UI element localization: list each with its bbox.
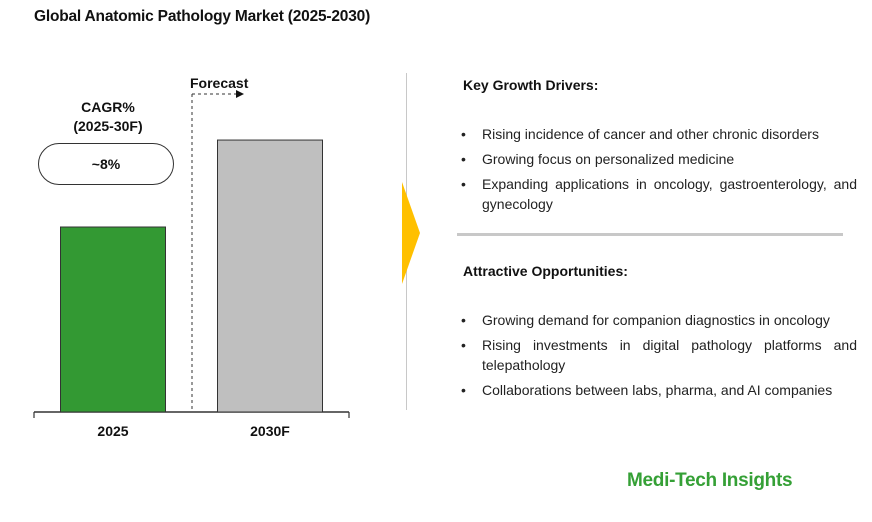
list-item: Growing focus on personalized medicine (461, 149, 857, 169)
cagr-label-line1: CAGR% (81, 99, 135, 115)
list-item: Collaborations between labs, pharma, and… (461, 380, 857, 400)
right-arrow-icon (402, 182, 420, 284)
cagr-value-badge: ~8% (38, 143, 174, 185)
forecast-arrowhead (236, 90, 244, 98)
list-item: Rising investments in digital pathology … (461, 335, 857, 375)
key-growth-drivers-list: Rising incidence of cancer and other chr… (461, 124, 857, 219)
market-bar-chart: 2025 2030F (33, 90, 350, 439)
key-growth-drivers-heading: Key Growth Drivers: (463, 77, 599, 93)
list-item: Growing demand for companion diagnostics… (461, 310, 857, 330)
bar-2025 (60, 226, 166, 413)
x-tick-label-2030f: 2030F (250, 423, 290, 439)
attractive-opportunities-heading: Attractive Opportunities: (463, 263, 628, 279)
bar-2030f (217, 139, 323, 413)
cagr-label-line2: (2025-30F) (73, 118, 143, 134)
section-divider (457, 233, 843, 236)
attractive-opportunities-list: Growing demand for companion diagnostics… (461, 310, 857, 405)
brand-logo: Medi-Tech Insights (627, 470, 793, 491)
list-item: Expanding applications in oncology, gast… (461, 174, 857, 214)
x-tick-label-2025: 2025 (97, 423, 128, 439)
forecast-label: Forecast (190, 75, 249, 91)
page-title: Global Anatomic Pathology Market (2025-2… (34, 8, 371, 25)
cagr-label: CAGR% (2025-30F) (58, 98, 158, 136)
list-item: Rising incidence of cancer and other chr… (461, 124, 857, 144)
